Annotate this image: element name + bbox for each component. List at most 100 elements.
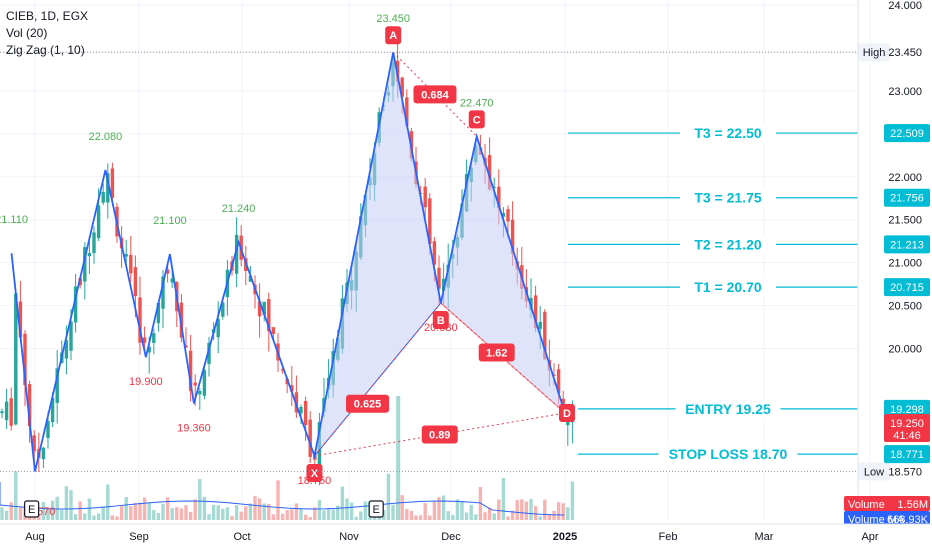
earnings-event-text: E	[28, 504, 35, 516]
candle-body	[55, 368, 59, 403]
time-tick-label: Oct	[233, 531, 250, 543]
volume-bar	[248, 503, 253, 520]
candle-body	[290, 385, 294, 392]
time-axis-bg	[0, 524, 932, 550]
candle-body	[267, 299, 271, 332]
volume-bar	[83, 513, 87, 520]
volume-bar	[396, 396, 401, 520]
volume-bar	[391, 504, 395, 520]
volume-bar	[87, 498, 92, 520]
volume-badge	[844, 496, 930, 511]
point-b-badge-bg	[432, 311, 449, 330]
candle-body	[423, 186, 427, 208]
high-tag-bg	[858, 43, 890, 62]
volume-bar	[101, 506, 105, 520]
volume-bar	[405, 509, 409, 520]
ratio-badge-bg	[413, 85, 457, 104]
candle-body	[152, 333, 156, 344]
level-label: T3 = 22.50	[694, 125, 762, 141]
volume-bar	[524, 501, 529, 520]
point-c-badge-bg	[468, 110, 485, 129]
volume-bar	[414, 515, 418, 520]
volume-bar	[460, 500, 464, 520]
candle-body	[552, 374, 556, 376]
volume-bar	[386, 473, 391, 520]
level-label: STOP LOSS 18.70	[669, 446, 788, 462]
volume-bar	[285, 510, 289, 520]
level-label: ENTRY 19.25	[685, 401, 771, 417]
zigzag-value-label: 19.900	[129, 376, 163, 388]
candle-body	[46, 421, 50, 438]
zigzag-indicator-label[interactable]: Zig Zag (1, 10)	[6, 43, 85, 57]
candle-body	[207, 342, 211, 364]
candle-body	[299, 406, 303, 414]
symbol-label[interactable]: CIEB, 1D, EGX	[6, 9, 89, 23]
volume-bar	[211, 504, 216, 520]
candle-body	[497, 186, 501, 209]
candle-body	[193, 382, 197, 386]
volume-badge-label: Volume MA	[848, 514, 905, 526]
volume-bar	[198, 479, 202, 520]
candle-body	[533, 295, 538, 329]
volume-bar	[497, 499, 501, 520]
price-axis-badge-text: 19.298	[890, 404, 924, 416]
candle-body	[124, 254, 128, 257]
candle-body	[161, 276, 165, 309]
volume-bar	[9, 502, 13, 520]
volume-bar	[276, 480, 280, 520]
volume-bar	[570, 481, 575, 520]
volume-bar	[142, 497, 147, 520]
volume-bar	[400, 495, 404, 520]
candle-body	[110, 168, 115, 198]
price-tick-label: 23.450	[888, 47, 922, 59]
volume-badge-value: 668.93K	[887, 514, 929, 526]
candle-body	[184, 345, 188, 348]
price-tick-label: 21.500	[888, 215, 922, 227]
volume-bar	[409, 510, 414, 520]
point-b-badge-text: B	[437, 315, 445, 327]
time-tick-label: 2025	[553, 531, 577, 543]
candle-body	[156, 302, 161, 324]
volume-bar	[262, 503, 266, 520]
zigzag-value-label: 21.100	[153, 215, 187, 227]
zigzag-value-label: 19.360	[177, 423, 211, 435]
candle-body	[262, 301, 266, 315]
candle-body	[64, 340, 69, 359]
volume-bar	[566, 507, 570, 520]
volume-bar	[299, 507, 303, 520]
ratio-badge: 0.625	[346, 394, 390, 413]
volume-indicator-label[interactable]: Vol (20)	[6, 26, 48, 40]
candle-body	[83, 247, 87, 282]
volume-bar	[138, 502, 142, 520]
candle-body	[437, 267, 441, 289]
candle-body	[87, 253, 92, 257]
volume-bar	[239, 511, 243, 520]
candle-body	[432, 241, 437, 265]
candle-body	[50, 397, 55, 423]
volume-bar	[432, 501, 437, 520]
candle-body	[198, 391, 202, 395]
candle-body	[234, 234, 239, 274]
level-label-bg	[680, 188, 776, 207]
time-tick-label: Nov	[339, 531, 359, 543]
level-label-bg	[680, 235, 776, 254]
volume-bar	[133, 503, 138, 520]
volume-bar	[533, 506, 538, 520]
candle-body	[142, 337, 147, 343]
point-a-badge-bg	[385, 26, 402, 45]
point-x-badge-text: X	[311, 468, 319, 480]
candle-body	[400, 77, 404, 97]
candle-body	[248, 275, 253, 282]
volume-bar	[73, 514, 78, 520]
time-tick-label: Mar	[755, 531, 774, 543]
point-c-badge-text: C	[473, 114, 481, 126]
volume-bar	[363, 501, 368, 520]
level-label-bg	[675, 399, 781, 418]
volume-bar	[156, 512, 161, 520]
volume-bar	[423, 503, 427, 520]
zigzag-value-label: 21.240	[222, 203, 256, 215]
volume-bar	[225, 507, 230, 520]
point-d-badge: D	[559, 403, 575, 422]
